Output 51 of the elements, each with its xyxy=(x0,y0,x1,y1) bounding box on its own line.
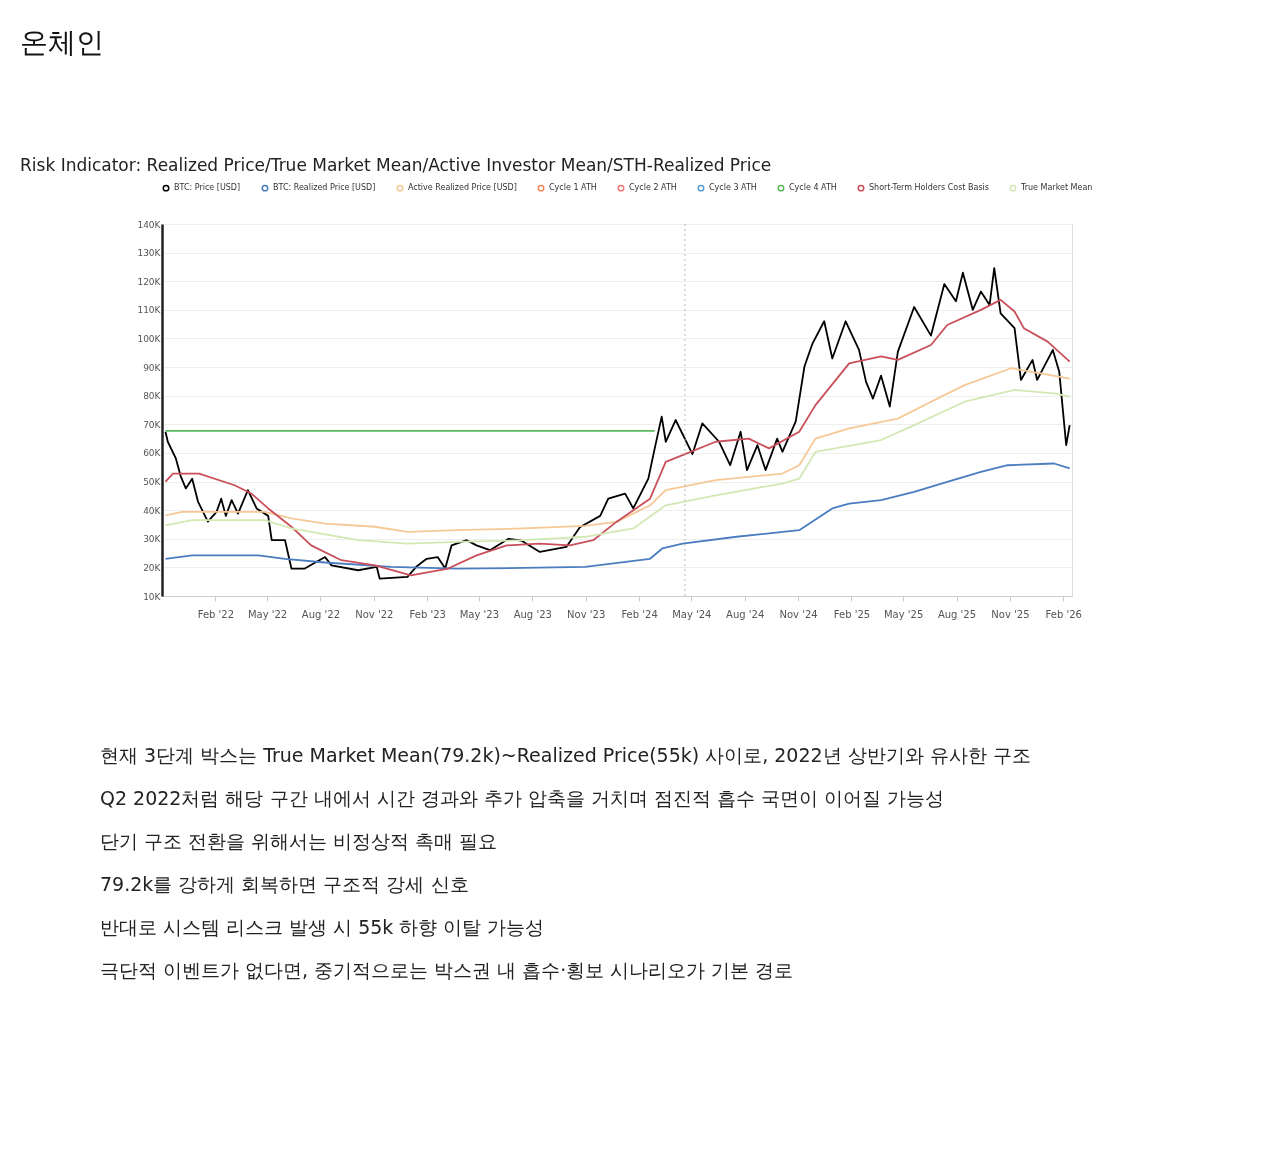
y-tick-label: 50K xyxy=(143,477,162,488)
text: 79.2k를 강하게 회복하면 구조적 강세 신호 xyxy=(100,873,469,895)
x-tick-label: Aug '25 xyxy=(937,608,977,620)
line-series xyxy=(164,367,1071,533)
x-tick-label: Aug '24 xyxy=(726,608,765,620)
y-tick-label: 140K xyxy=(137,219,162,230)
text: 현재 3단계 박스는 True Market Mean(79.2k)~Realized Price(55k) 사이로, 2022년 상반기와 유사한 구조 xyxy=(100,744,1031,766)
y-tick-label: 20K xyxy=(143,562,162,573)
y-tick-label: 110K xyxy=(137,305,162,316)
legend-label: BTC: Realized Price [USD] xyxy=(273,183,376,193)
text: 극단적 이벤트가 없다면, 중기적으로는 박스권 내 흡수·횡보 시나리오가 기본 경로 xyxy=(100,959,794,981)
legend-label: Cycle 1 ATH xyxy=(549,183,597,193)
text: 반대로 시스템 리스크 발생 시 55k 하향 이탈 가능성 xyxy=(100,916,545,938)
chart-title: 온체인 xyxy=(20,26,104,59)
chart-subtitle: Risk Indicator: Realized Price/True Market Mean/Active Investor Mean/STH-Realized Price xyxy=(20,155,772,175)
legend-label: Active Realized Price [USD] xyxy=(408,183,517,193)
y-tick-label: 40K xyxy=(143,505,162,516)
x-tick-label: May '22 xyxy=(247,608,288,620)
y-tick-label: 80K xyxy=(143,391,162,402)
legend-label: Short-Term Holders Cost Basis xyxy=(869,183,989,193)
x-tick-label: Nov '25 xyxy=(991,608,1030,620)
y-tick-label: 120K xyxy=(137,276,162,287)
legend-label: BTC: Price [USD] xyxy=(174,183,241,193)
line-series xyxy=(164,389,1071,545)
x-tick-label: Feb '22 xyxy=(197,608,235,620)
text: 단기 구조 전환을 위해서는 비정상적 촉매 필요 xyxy=(100,830,498,852)
x-tick-label: Feb '23 xyxy=(409,608,446,620)
x-tick-label: Nov '22 xyxy=(355,608,394,620)
legend-label: Cycle 2 ATH xyxy=(629,183,677,193)
x-tick-label: May '24 xyxy=(672,608,712,620)
y-tick-label: 30K xyxy=(143,534,162,545)
x-tick-label: Feb '26 xyxy=(1045,608,1082,620)
x-tick-label: Feb '24 xyxy=(621,608,658,620)
y-tick-label: 10K xyxy=(143,591,162,602)
text: Q2 2022처럼 해당 구간 내에서 시간 경과와 추가 압축을 거치며 점진적 흡수 국면이 이어질 가능성 xyxy=(100,787,944,809)
legend-label: Cycle 3 ATH xyxy=(709,183,757,193)
y-tick-label: 70K xyxy=(143,419,162,430)
legend-label: Cycle 4 ATH xyxy=(789,183,837,193)
x-tick-label: May '25 xyxy=(883,608,924,620)
x-tick-label: Nov '24 xyxy=(779,608,818,620)
x-tick-label: Aug '22 xyxy=(301,608,341,620)
y-tick-label: 130K xyxy=(137,248,162,259)
x-tick-label: Aug '23 xyxy=(513,608,552,620)
x-tick-label: May '23 xyxy=(459,608,500,620)
line-series xyxy=(164,462,1071,570)
legend-label: True Market Mean xyxy=(1020,183,1093,193)
x-tick-label: Nov '23 xyxy=(567,608,606,620)
x-tick-label: Feb '25 xyxy=(833,608,871,620)
y-tick-label: 90K xyxy=(143,362,162,373)
y-tick-label: 60K xyxy=(143,448,162,459)
y-tick-label: 100K xyxy=(137,333,162,344)
